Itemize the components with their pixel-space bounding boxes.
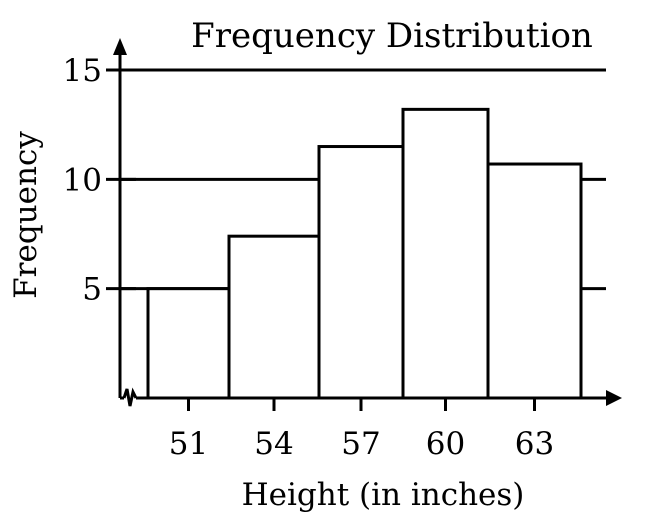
x-tick-label-57: 57 <box>341 426 380 462</box>
bar-54 <box>227 234 321 400</box>
plot-area: 5 10 15 51 54 57 60 63 <box>63 38 622 462</box>
axis-break-zigzag <box>122 387 138 407</box>
bar-51 <box>146 287 231 400</box>
y-tick-label-15: 15 <box>63 53 102 89</box>
x-axis-arrow <box>606 390 622 406</box>
y-axis-arrow <box>113 38 127 55</box>
chart-title: Frequency Distribution <box>191 16 593 56</box>
x-tick-label-54: 54 <box>254 426 293 462</box>
y-tick-label-5: 5 <box>82 272 102 308</box>
bar-63 <box>486 162 583 400</box>
x-tick-label-51: 51 <box>169 426 208 462</box>
x-axis-label: Height (in inches) <box>242 477 525 513</box>
y-axis-label: Frequency <box>8 131 44 299</box>
bar-60 <box>401 107 490 400</box>
x-tick-label-63: 63 <box>515 426 554 462</box>
y-tick-label-10: 10 <box>63 162 102 198</box>
bar-57 <box>317 145 405 400</box>
x-tick-label-60: 60 <box>426 426 465 462</box>
